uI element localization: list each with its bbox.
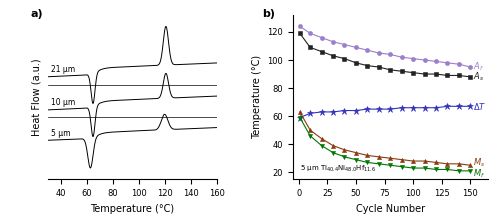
X-axis label: Cycle Number: Cycle Number <box>356 203 425 214</box>
Text: 5 μm: 5 μm <box>52 129 71 138</box>
Y-axis label: Temperature (°C): Temperature (°C) <box>252 55 262 139</box>
Text: b): b) <box>262 9 275 19</box>
Text: 5 μm Ti$_{40.4}$Ni$_{48.0}$Hf$_{11.6}$: 5 μm Ti$_{40.4}$Ni$_{48.0}$Hf$_{11.6}$ <box>300 164 376 174</box>
Y-axis label: Heat Flow (a.u.): Heat Flow (a.u.) <box>32 58 42 136</box>
X-axis label: Temperature (°C): Temperature (°C) <box>90 203 174 214</box>
Text: $M_f$: $M_f$ <box>472 167 484 180</box>
Text: a): a) <box>30 9 43 19</box>
Text: $M_s$: $M_s$ <box>472 156 485 169</box>
Text: $A_s$: $A_s$ <box>472 71 484 83</box>
Text: 10 μm: 10 μm <box>52 98 76 107</box>
Text: $\Delta T$: $\Delta T$ <box>472 101 486 112</box>
Text: 21 μm: 21 μm <box>52 65 76 74</box>
Text: $A_f$: $A_f$ <box>472 61 484 73</box>
